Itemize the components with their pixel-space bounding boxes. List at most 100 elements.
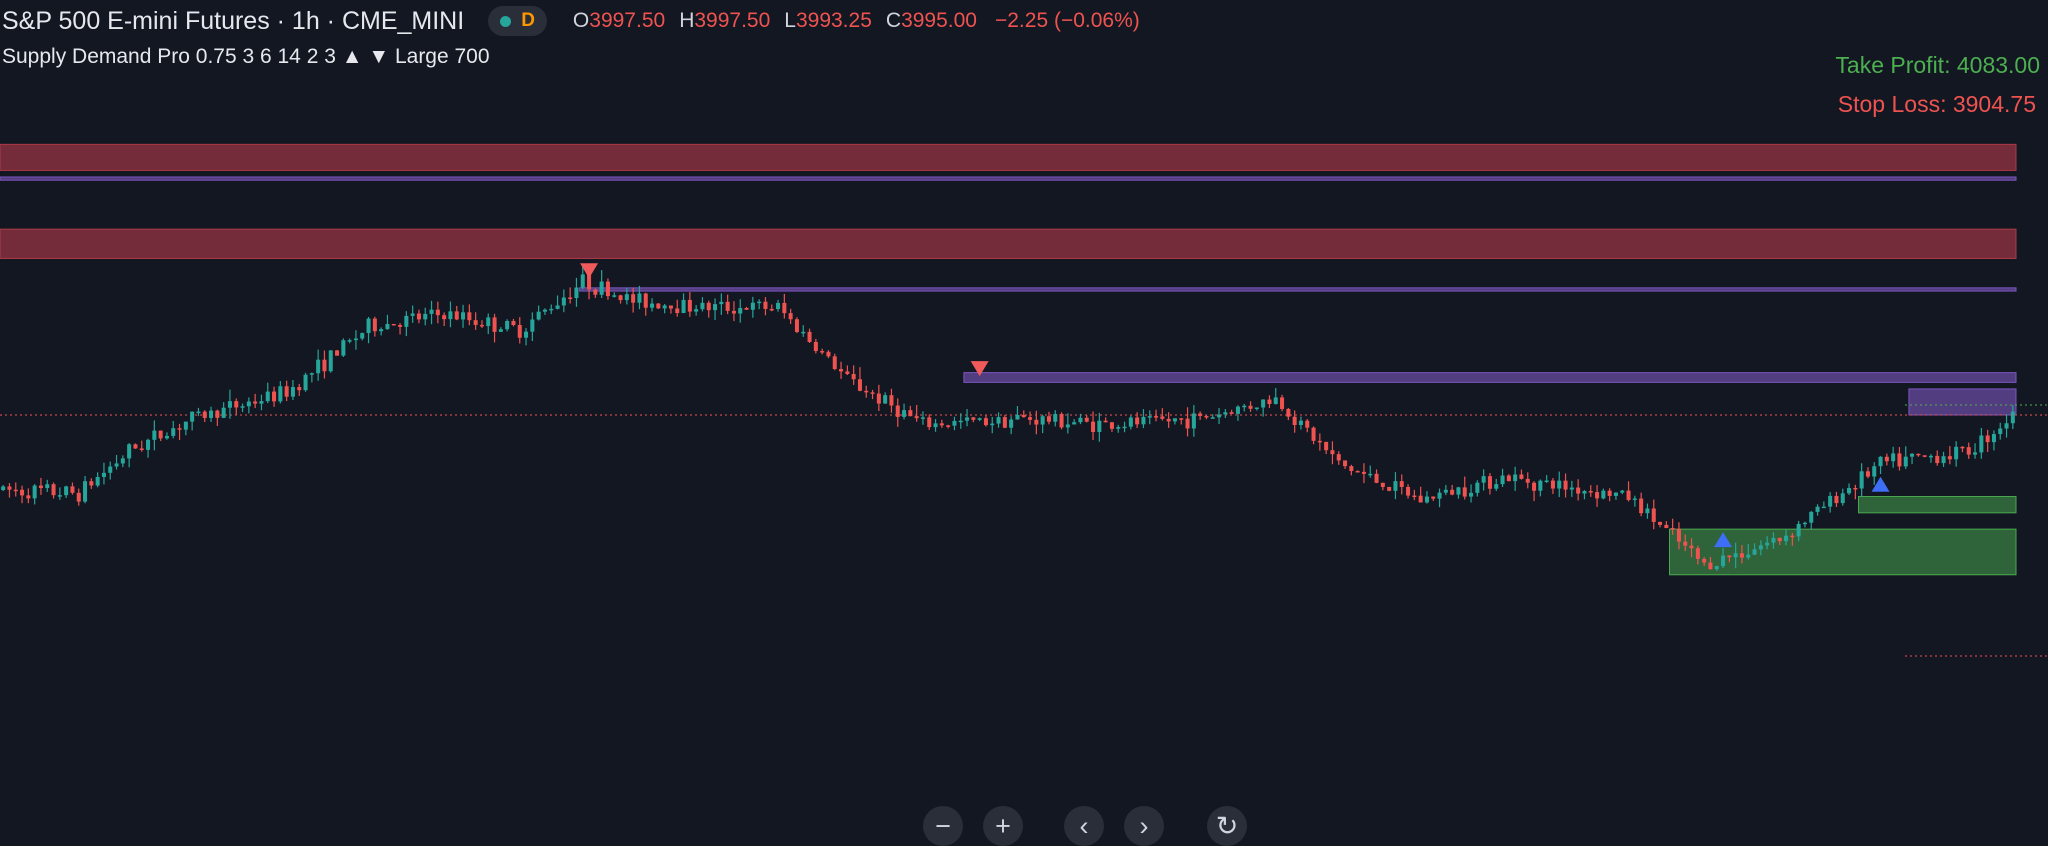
stop-loss-label: Stop Loss: 3904.75	[1837, 91, 2036, 117]
candle-body	[971, 417, 976, 420]
scroll-right-button[interactable]: ›	[1124, 806, 1164, 846]
candle-body	[442, 315, 447, 320]
candle-body	[164, 435, 169, 439]
candle-body	[996, 417, 1001, 424]
candle-body	[32, 485, 37, 499]
candle-body	[1292, 416, 1297, 426]
candle-body	[1746, 554, 1751, 558]
market-open-dot-icon	[500, 15, 512, 27]
candle-body	[1884, 456, 1889, 462]
candle-body	[1399, 481, 1404, 487]
candle-body	[939, 423, 944, 426]
candle-body	[1991, 434, 1996, 443]
reset-chart-button[interactable]: ↻	[1207, 806, 1247, 846]
candle-body	[1147, 416, 1152, 418]
candle-body	[1046, 416, 1051, 422]
candle-body	[76, 492, 81, 502]
candle-body	[612, 295, 617, 297]
candle-body	[1431, 496, 1436, 499]
candle-body	[1721, 555, 1726, 567]
candle-body	[902, 410, 907, 417]
candle-body	[549, 308, 554, 311]
candle-body	[706, 302, 711, 311]
candle-body	[1689, 545, 1694, 549]
market-status-pill[interactable]: D	[488, 6, 547, 36]
candle-body	[1305, 420, 1310, 428]
candle-body	[1053, 413, 1058, 422]
candle-body	[1009, 419, 1014, 428]
candle-body	[1172, 418, 1177, 422]
candles-layer	[1, 265, 2015, 571]
candle-body	[7, 486, 12, 490]
candle-body	[675, 308, 680, 314]
price-change: −2.25 (−0.06%)	[994, 9, 1140, 32]
candle-body	[1979, 435, 1984, 453]
candle-body	[1103, 420, 1108, 423]
candle-body	[681, 299, 686, 314]
candle-body	[127, 444, 132, 459]
candle-body	[423, 313, 428, 320]
candle-body	[1607, 490, 1612, 496]
candle-body	[215, 410, 220, 418]
candle-body	[1550, 480, 1555, 489]
candle-body	[851, 373, 856, 380]
candle-body	[1765, 542, 1770, 546]
symbol-title[interactable]: S&P 500 E-mini Futures · 1h · CME_MINI	[2, 6, 465, 35]
candle-body	[593, 289, 598, 295]
candle-body	[1, 486, 6, 490]
candle-body	[813, 341, 818, 352]
candle-body	[719, 301, 724, 305]
candle-body	[650, 303, 655, 308]
chart-navigation: − + ‹ › ↻	[0, 806, 2048, 846]
candle-body	[347, 340, 352, 342]
candle-body	[1557, 480, 1562, 489]
candle-body	[1645, 508, 1650, 514]
candle-body	[435, 309, 440, 316]
candle-body	[864, 390, 869, 393]
candle-body	[1777, 537, 1782, 542]
candle-body	[933, 423, 938, 428]
candle-body	[183, 421, 188, 430]
candle-body	[1179, 418, 1184, 420]
candle-body	[1708, 562, 1713, 570]
candle-body	[1078, 417, 1083, 423]
candle-body	[259, 401, 264, 404]
candle-body	[246, 401, 251, 407]
candle-body	[908, 410, 913, 417]
zoom-out-button[interactable]: −	[923, 806, 963, 846]
candle-body	[1821, 506, 1826, 509]
candle-body	[391, 323, 396, 326]
candle-body	[750, 302, 755, 310]
candle-body	[1928, 455, 1933, 458]
candle-body	[45, 484, 50, 489]
candle-body	[240, 406, 245, 408]
candle-body	[1733, 553, 1738, 558]
candle-body	[517, 325, 522, 338]
low-label: L	[784, 9, 796, 32]
zoom-in-button[interactable]: +	[983, 806, 1023, 846]
candle-body	[1028, 417, 1033, 420]
candle-body	[1248, 405, 1253, 409]
scroll-left-button[interactable]: ‹	[1064, 806, 1104, 846]
candle-body	[1809, 511, 1814, 523]
candle-body	[1601, 490, 1606, 499]
candle-body	[895, 405, 900, 417]
candle-body	[461, 312, 466, 320]
candle-body	[379, 329, 384, 332]
candle-body	[1374, 473, 1379, 483]
candle-body	[542, 309, 547, 312]
candle-body	[1664, 524, 1669, 529]
candle-body	[1456, 487, 1461, 495]
candle-body	[1349, 466, 1354, 472]
candle-body	[1903, 456, 1908, 467]
candle-body	[1002, 417, 1007, 428]
candle-body	[965, 417, 970, 421]
candle-body	[1859, 471, 1864, 489]
zone-zone-4	[963, 372, 2017, 383]
indicator-legend[interactable]: Supply Demand Pro 0.75 3 6 14 2 3 ▲ ▼ La…	[2, 45, 490, 68]
candle-body	[83, 481, 88, 502]
candle-body	[20, 489, 25, 496]
candle-body	[1582, 491, 1587, 494]
candle-body	[234, 401, 239, 408]
